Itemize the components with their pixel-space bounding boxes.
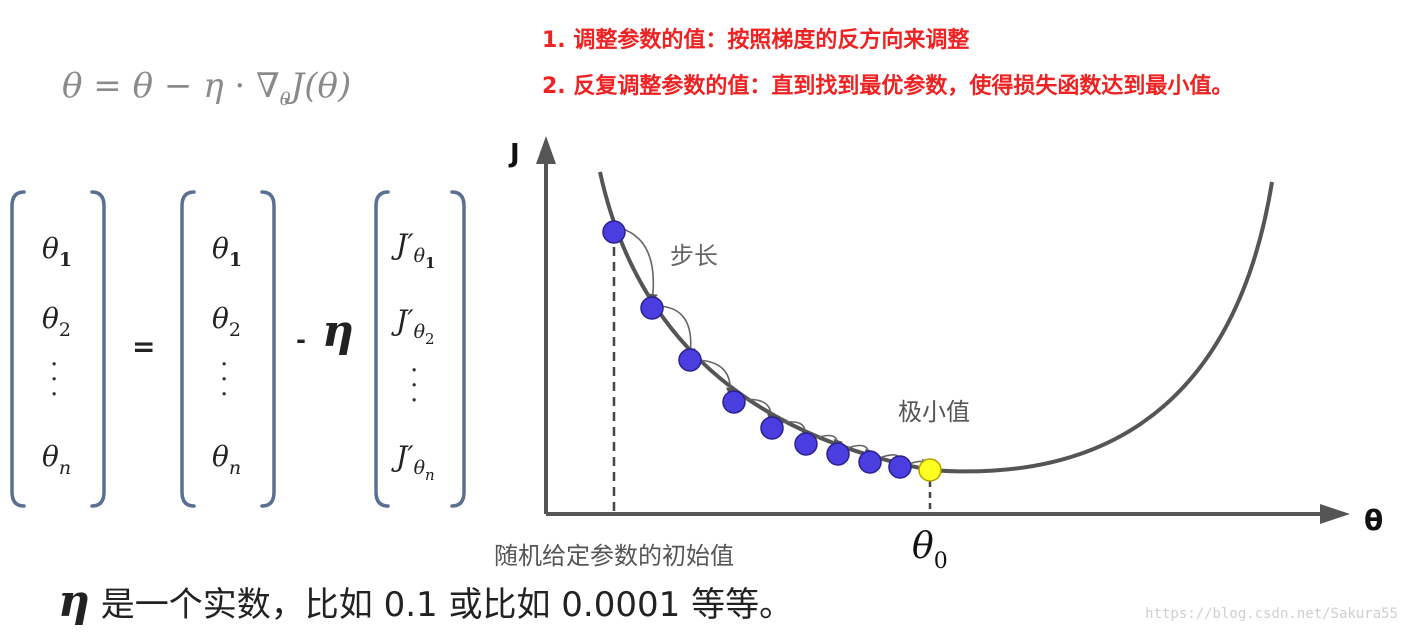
update-formula: θ = θ − η · ∇θJ(θ) bbox=[62, 66, 352, 110]
loss-curve bbox=[598, 171, 1274, 474]
init-label: 随机给定参数的初始值 bbox=[494, 542, 734, 570]
gd-diagram: J θ 步长 极小值 随机给定参数的初始值 θ0 bbox=[494, 136, 1383, 574]
theta0-label: θ0 bbox=[912, 526, 948, 574]
minimum-point bbox=[918, 458, 942, 482]
note-2: 2. 反复调整参数的值：直到找到最优参数，使得损失函数达到最小值。 bbox=[542, 74, 1234, 99]
jprime-n: J′θn bbox=[396, 440, 435, 484]
y-axis bbox=[536, 136, 556, 514]
minus-sign: - bbox=[296, 326, 306, 354]
descent-point-7 bbox=[826, 442, 850, 466]
theta-2-left: θ2 bbox=[42, 302, 71, 341]
vdots-right: ... bbox=[410, 348, 419, 408]
vdots-left: ... bbox=[50, 342, 59, 402]
jprime-2: J′θ2 bbox=[396, 304, 435, 348]
x-axis bbox=[546, 504, 1350, 524]
y-axis-label: J bbox=[508, 139, 520, 169]
descent-point-6 bbox=[794, 432, 818, 456]
descent-point-9 bbox=[888, 455, 912, 479]
descent-point-2 bbox=[640, 296, 664, 320]
theta-1-left: θ1 bbox=[42, 232, 73, 271]
jprime-1: J′θ1 bbox=[396, 228, 436, 272]
theta-n-mid: θn bbox=[212, 440, 242, 479]
eta-symbol: η bbox=[322, 306, 354, 357]
descent-point-3 bbox=[678, 348, 702, 372]
descent-point-1 bbox=[602, 220, 626, 244]
equals-sign: = bbox=[132, 330, 156, 363]
eta-description: η 是一个实数，比如 0.1 或比如 0.0001 等等。 bbox=[58, 576, 794, 627]
theta-n-left: θn bbox=[42, 440, 72, 479]
watermark: https://blog.csdn.net/Sakura55 bbox=[1145, 606, 1398, 622]
descent-point-5 bbox=[760, 416, 784, 440]
minimum-label: 极小值 bbox=[898, 398, 970, 426]
vdots-mid: ... bbox=[220, 342, 229, 402]
theta-1-mid: θ1 bbox=[212, 232, 243, 271]
x-axis-label: θ bbox=[1364, 504, 1383, 537]
descent-point-4 bbox=[722, 390, 746, 414]
note-1: 1. 调整参数的值：按照梯度的反方向来调整 bbox=[542, 28, 970, 53]
step-label: 步长 bbox=[670, 242, 718, 270]
vector-brackets bbox=[10, 190, 466, 508]
descent-point-8 bbox=[858, 450, 882, 474]
theta-2-mid: θ2 bbox=[212, 302, 241, 341]
descent-points bbox=[602, 220, 942, 482]
